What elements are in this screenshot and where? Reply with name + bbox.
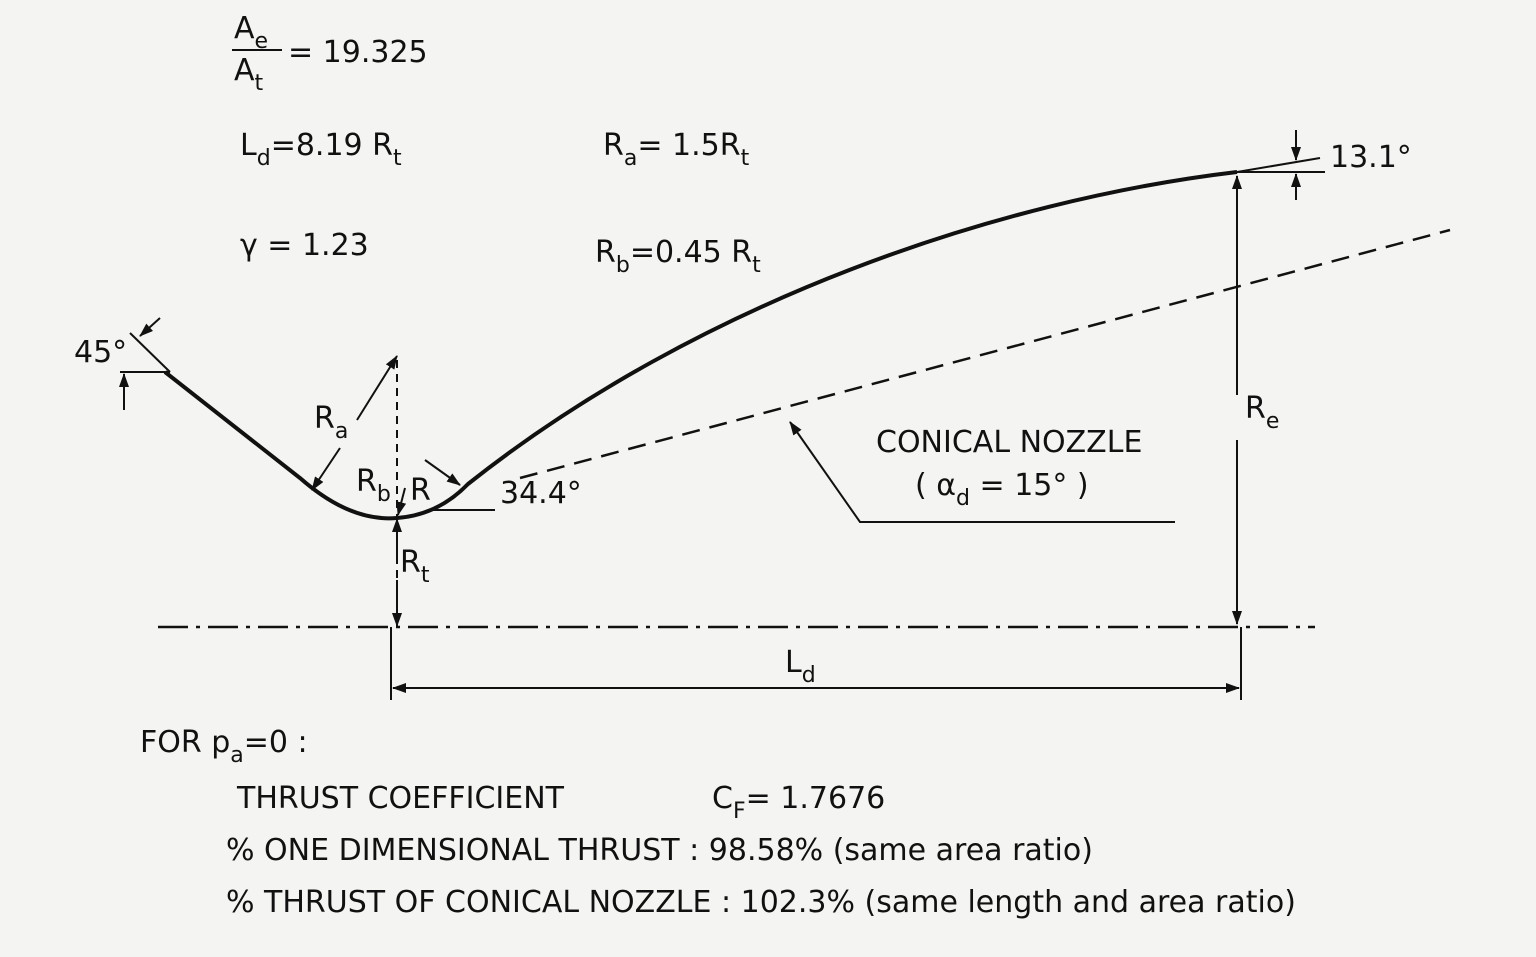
nozzle-contour — [163, 170, 1238, 521]
subscript: e — [255, 29, 269, 54]
ra-equation: Ra= 1.5Rt — [603, 128, 750, 171]
rb-radius — [396, 487, 407, 516]
note-condition: FOR pa=0 : — [140, 725, 308, 768]
conical-title: CONICAL NOZZLE — [876, 425, 1142, 460]
label-text: = 15° ) — [970, 468, 1089, 503]
subscript: a — [230, 743, 243, 768]
label-text: R — [603, 128, 624, 163]
label-text: =8.19 R — [271, 128, 393, 163]
rt-mark: Rt — [400, 545, 430, 588]
label-text: CONICAL NOZZLE — [876, 425, 1142, 460]
subscript: a — [624, 146, 637, 171]
subscript: e — [1266, 409, 1280, 434]
label-text: R — [595, 235, 616, 270]
subscript: d — [956, 486, 970, 511]
leader-line — [789, 421, 1175, 523]
subscript: d — [802, 663, 816, 688]
subscript: b — [616, 253, 630, 278]
subscript: t — [255, 71, 264, 96]
angle-exit: 13.1° — [1330, 140, 1412, 175]
label-text: % ONE DIMENSIONAL THRUST : 98.58% (same … — [226, 833, 1093, 868]
angle-inflection: 34.4° — [500, 476, 582, 511]
label-text: L — [785, 645, 802, 680]
label-text: R — [410, 473, 431, 508]
label-text: THRUST COEFFICIENT — [236, 781, 565, 816]
re-mark: Re — [1245, 391, 1279, 434]
angle-mark — [129, 332, 171, 373]
label-text: C — [712, 781, 733, 816]
label-text: R — [356, 464, 377, 499]
ra-mark: Ra — [314, 401, 348, 444]
subscript: t — [393, 146, 402, 171]
angle-mark — [1236, 157, 1321, 173]
subscript: F — [733, 799, 746, 824]
area-ratio-value: = 19.325 — [288, 35, 428, 70]
note-coefficient-label: THRUST COEFFICIENT — [236, 781, 565, 816]
area-ratio-denominator: At — [234, 53, 264, 96]
ld-mark: Ld — [785, 645, 816, 688]
label-text: R — [400, 545, 421, 580]
length-equation: Ld=8.19 Rt — [240, 128, 402, 171]
conical-angle: ( αd = 15° ) — [915, 468, 1089, 511]
label-text: L — [240, 128, 257, 163]
r-mark: R — [410, 473, 431, 508]
conical-nozzle-line — [519, 228, 1451, 480]
label-text: R — [314, 401, 335, 436]
label-text: R — [1245, 391, 1266, 426]
subscript: d — [257, 146, 271, 171]
subscript: t — [741, 146, 750, 171]
note-coefficient-value: CF= 1.7676 — [712, 781, 885, 824]
area-ratio-numerator: Ae — [234, 11, 268, 54]
subscript: b — [377, 482, 391, 507]
rb-mark: Rb — [356, 464, 391, 507]
angle-mark — [139, 317, 161, 337]
angle-inlet: 45° — [74, 335, 127, 370]
subscript: t — [752, 253, 761, 278]
label-text: A — [234, 11, 255, 46]
label-text: =0.45 R — [630, 235, 752, 270]
label-text: FOR p — [140, 725, 230, 760]
rb-radius — [424, 459, 461, 486]
note-conical: % THRUST OF CONICAL NOZZLE : 102.3% (sam… — [226, 885, 1296, 920]
label-text: = 19.325 — [288, 35, 428, 70]
ra-radius — [311, 447, 341, 491]
subscript: a — [335, 419, 348, 444]
label-text: 13.1° — [1330, 140, 1412, 175]
label-text: % THRUST OF CONICAL NOZZLE : 102.3% (sam… — [226, 885, 1296, 920]
label-text: = 1.5R — [637, 128, 740, 163]
gamma-equation: γ = 1.23 — [240, 228, 369, 263]
label-text: γ = 1.23 — [240, 228, 369, 263]
rb-equation: Rb=0.45 Rt — [595, 235, 761, 278]
label-text: = 1.7676 — [746, 781, 886, 816]
label-text: 34.4° — [500, 476, 582, 511]
label-text: 45° — [74, 335, 127, 370]
label-text: A — [234, 53, 255, 88]
subscript: t — [421, 563, 430, 588]
ra-radius — [356, 355, 398, 421]
note-one-dimensional: % ONE DIMENSIONAL THRUST : 98.58% (same … — [226, 833, 1093, 868]
label-text: =0 : — [244, 725, 308, 760]
label-text: ( α — [915, 468, 956, 503]
